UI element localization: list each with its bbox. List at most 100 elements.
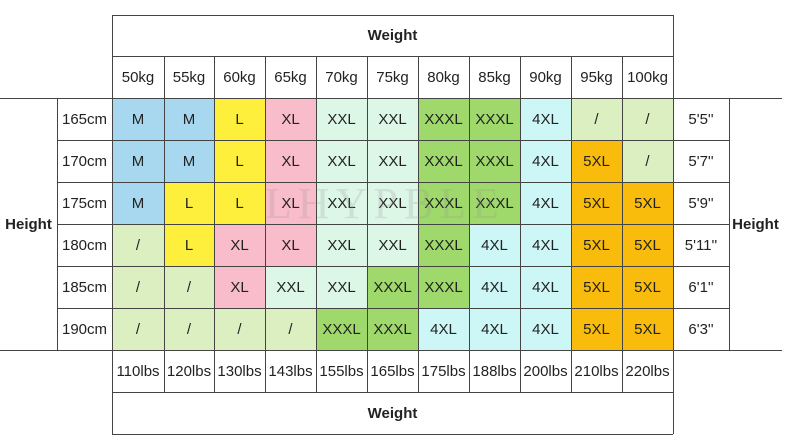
grid-line	[316, 350, 317, 392]
weight-lbs-cell: 165lbs	[370, 362, 415, 380]
grid-line	[57, 182, 729, 183]
size-cell: /	[214, 308, 265, 350]
grid-line	[316, 98, 317, 350]
size-cell: XXL	[367, 140, 418, 182]
size-cell: /	[164, 266, 214, 308]
size-cell: 4XL	[520, 182, 571, 224]
grid-line	[57, 98, 58, 350]
grid-line	[520, 56, 521, 98]
size-cell: M	[112, 98, 164, 140]
size-cell: 5XL	[571, 308, 622, 350]
size-cell: XXL	[265, 266, 316, 308]
size-cell: XXL	[367, 98, 418, 140]
size-cell: XL	[265, 182, 316, 224]
size-cell: XXL	[316, 98, 367, 140]
weight-kg-cell: 65kg	[274, 68, 307, 86]
grid-line	[57, 140, 729, 141]
grid-line	[469, 56, 470, 98]
weight-kg-cell: 55kg	[172, 68, 206, 86]
grid-line	[112, 434, 673, 435]
weight-title-bottom: Weight	[367, 404, 418, 422]
weight-kg-cell: 70kg	[325, 68, 358, 86]
weight-lbs-cell: 155lbs	[319, 362, 364, 380]
size-cell: XXXL	[316, 308, 367, 350]
weight-lbs-cell: 220lbs	[625, 362, 670, 380]
grid-line	[112, 392, 673, 393]
height-cm-cell: 185cm	[61, 278, 108, 296]
weight-kg-cell: 100kg	[627, 68, 668, 86]
height-ft-cell: 5'9''	[688, 194, 714, 212]
grid-line	[214, 98, 215, 350]
grid-line	[367, 56, 368, 98]
size-cell: XXXL	[418, 98, 469, 140]
size-cell: 5XL	[571, 182, 622, 224]
grid-line	[571, 98, 572, 350]
height-cm-cell: 175cm	[61, 194, 108, 212]
size-cell: L	[164, 224, 214, 266]
weight-title-top: Weight	[367, 27, 418, 44]
height-ft-cell: 5'7''	[688, 152, 714, 170]
size-cell: 5XL	[571, 224, 622, 266]
size-cell: XXL	[316, 182, 367, 224]
weight-lbs-cell: 175lbs	[421, 362, 466, 380]
size-cell: /	[622, 140, 673, 182]
size-cell: 5XL	[571, 266, 622, 308]
watermark: LHYPBLE	[265, 179, 505, 228]
size-cell: XXL	[316, 224, 367, 266]
grid-line	[57, 266, 729, 267]
weight-lbs-cell: 200lbs	[523, 362, 568, 380]
grid-line	[214, 350, 215, 392]
height-title-right: Height	[732, 215, 779, 233]
grid-line	[112, 15, 113, 434]
size-cell: XL	[265, 224, 316, 266]
size-cell: /	[112, 224, 164, 266]
size-cell: 4XL	[520, 266, 571, 308]
height-ft-cell: 6'1''	[688, 278, 714, 296]
height-ft-cell: 5'11''	[684, 236, 718, 254]
size-cell: XL	[265, 98, 316, 140]
grid-line	[469, 98, 470, 350]
size-cell: /	[265, 308, 316, 350]
height-cm-cell: 180cm	[61, 236, 108, 254]
grid-line	[265, 98, 266, 350]
size-cell: 4XL	[469, 308, 520, 350]
grid-line	[164, 98, 165, 350]
size-cell: XXXL	[367, 308, 418, 350]
grid-line	[265, 56, 266, 98]
size-cell: 5XL	[622, 224, 673, 266]
weight-kg-cell: 80kg	[427, 68, 460, 86]
size-cell: 4XL	[520, 308, 571, 350]
weight-kg-cell: 90kg	[529, 68, 562, 86]
size-cell: 4XL	[418, 308, 469, 350]
weight-lbs-cell: 143lbs	[268, 362, 313, 380]
size-cell: XL	[265, 140, 316, 182]
weight-lbs-cell: 210lbs	[574, 362, 619, 380]
grid-line	[729, 98, 730, 350]
grid-line	[673, 15, 674, 434]
size-cell: L	[214, 98, 265, 140]
size-cell: XXL	[316, 140, 367, 182]
grid-line	[0, 98, 782, 99]
size-cell: 5XL	[622, 266, 673, 308]
size-cell: XXXL	[418, 224, 469, 266]
weight-lbs-cell: 120lbs	[166, 362, 212, 380]
size-cell: 5XL	[622, 308, 673, 350]
size-cell: 4XL	[469, 224, 520, 266]
size-cell: /	[571, 98, 622, 140]
grid-line	[622, 98, 623, 350]
size-cell: L	[214, 140, 265, 182]
size-cell: /	[112, 266, 164, 308]
grid-line	[164, 350, 165, 392]
size-cell: /	[622, 98, 673, 140]
size-cell: XXXL	[469, 98, 520, 140]
height-ft-cell: 5'5''	[688, 110, 714, 128]
weight-lbs-cell: 130lbs	[217, 362, 262, 380]
grid-line	[622, 56, 623, 98]
grid-line	[0, 350, 782, 351]
size-cell: XXL	[367, 182, 418, 224]
grid-line	[571, 56, 572, 98]
size-cell: 4XL	[520, 98, 571, 140]
size-cell: 4XL	[469, 266, 520, 308]
height-ft-cell: 6'3''	[688, 320, 714, 338]
